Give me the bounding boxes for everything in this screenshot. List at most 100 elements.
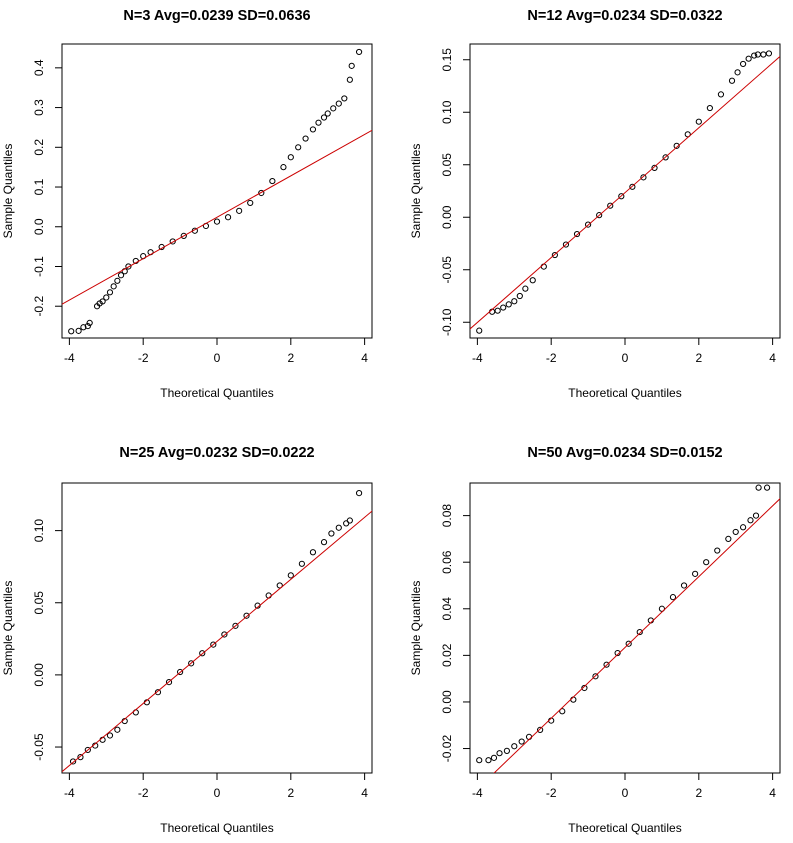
points-group bbox=[69, 489, 363, 765]
qq-point bbox=[103, 294, 110, 301]
x-tick-label: 0 bbox=[214, 786, 221, 800]
qq-point bbox=[165, 679, 173, 686]
x-tick-label: 0 bbox=[214, 351, 221, 365]
qq-point bbox=[298, 560, 305, 567]
qq-point bbox=[763, 484, 771, 491]
qq-point bbox=[573, 230, 581, 238]
y-tick-label: 0.00 bbox=[440, 690, 454, 714]
qq-point bbox=[636, 628, 643, 636]
plot-frame bbox=[469, 43, 781, 339]
qq-point bbox=[734, 69, 741, 76]
qq-point bbox=[695, 118, 702, 125]
qq-point bbox=[476, 327, 483, 334]
y-tick-label: 0.02 bbox=[440, 643, 454, 667]
x-tick-label: 2 bbox=[695, 786, 702, 800]
panel-title: N=3 Avg=0.0239 SD=0.0636 bbox=[123, 8, 310, 24]
x-axis-label: Theoretical Quantiles bbox=[160, 386, 273, 400]
qq-point bbox=[490, 754, 498, 761]
qq-point bbox=[315, 119, 322, 126]
y-tick-label: 0.00 bbox=[440, 205, 454, 229]
qq-point bbox=[320, 539, 328, 546]
qq-point bbox=[154, 689, 162, 696]
x-axis-label: Theoretical Quantiles bbox=[160, 821, 273, 835]
qq-point bbox=[110, 283, 117, 290]
qq-point bbox=[210, 641, 217, 648]
qq-point bbox=[747, 517, 754, 524]
panel-title: N=12 Avg=0.0234 SD=0.0322 bbox=[527, 8, 722, 24]
qq-point bbox=[629, 183, 636, 190]
qq-point bbox=[596, 212, 603, 219]
qq-point bbox=[739, 524, 747, 531]
qq-point bbox=[673, 142, 680, 149]
qq-point bbox=[86, 319, 93, 327]
qq-point bbox=[500, 304, 507, 311]
qq-point bbox=[717, 91, 725, 98]
x-tick-label: 4 bbox=[769, 351, 776, 365]
qq-point bbox=[199, 650, 206, 657]
qq-point bbox=[302, 135, 309, 142]
panel-title: N=25 Avg=0.0232 SD=0.0222 bbox=[119, 445, 314, 461]
x-axis-label: Theoretical Quantiles bbox=[568, 821, 681, 835]
qq-point bbox=[69, 758, 77, 765]
qq-point bbox=[680, 582, 688, 589]
x-tick-label: 2 bbox=[287, 351, 294, 365]
y-tick-label: -0.1 bbox=[32, 256, 46, 277]
qq-point bbox=[75, 327, 82, 334]
qq-point bbox=[503, 747, 511, 754]
qq-point bbox=[706, 104, 713, 112]
panel-title: N=50 Avg=0.0234 SD=0.0152 bbox=[527, 445, 722, 461]
qq-reference-line bbox=[493, 498, 780, 773]
qq-point bbox=[320, 114, 328, 121]
qq-point bbox=[346, 517, 353, 524]
y-tick-label: -0.05 bbox=[32, 733, 46, 761]
plot-frame bbox=[61, 482, 373, 774]
qq-point bbox=[525, 733, 533, 740]
qq-point bbox=[114, 726, 121, 733]
y-tick-label: 0.05 bbox=[440, 153, 454, 177]
qq-point bbox=[752, 512, 760, 519]
qq-point bbox=[348, 62, 355, 69]
qq-point bbox=[232, 622, 239, 629]
qq-point bbox=[309, 126, 317, 133]
qq-point bbox=[176, 668, 184, 676]
qq-point bbox=[725, 535, 732, 543]
y-tick-label: 0.4 bbox=[32, 59, 46, 76]
qq-point bbox=[511, 298, 518, 305]
qq-panel-1: N=3 Avg=0.0239 SD=0.0636 -4 -2 0 2 4 -0.2 -0.1 0… bbox=[1, 8, 373, 400]
x-tick-label: 0 bbox=[622, 351, 629, 365]
points-group bbox=[476, 484, 771, 764]
qq-point bbox=[84, 746, 91, 754]
qq-point bbox=[330, 105, 337, 112]
qq-point bbox=[328, 530, 335, 537]
qq-point bbox=[765, 50, 773, 57]
y-tick-label: -0.02 bbox=[440, 735, 454, 763]
qq-point bbox=[114, 277, 121, 284]
y-tick-label: 0.2 bbox=[32, 139, 46, 156]
qq-point bbox=[224, 214, 232, 221]
y-axis-label: Sample Quantiles bbox=[1, 581, 15, 676]
qq-reference-line bbox=[62, 510, 372, 773]
qq-point bbox=[84, 322, 91, 330]
qq-point bbox=[280, 164, 287, 171]
qq-point bbox=[714, 547, 721, 554]
qq-point bbox=[537, 726, 544, 734]
x-tick-label: -4 bbox=[64, 351, 75, 365]
x-tick-label: -4 bbox=[472, 351, 483, 365]
qq-point bbox=[335, 524, 342, 531]
qq-point bbox=[309, 549, 317, 556]
qq-point bbox=[692, 570, 699, 577]
qq-point bbox=[106, 732, 114, 739]
qq-point bbox=[221, 631, 228, 638]
qq-point bbox=[287, 154, 294, 161]
qq-point bbox=[335, 100, 342, 107]
qq-point bbox=[125, 263, 132, 270]
y-tick-label: -0.05 bbox=[440, 256, 454, 284]
qq-point bbox=[236, 207, 243, 214]
qq-point bbox=[607, 202, 614, 209]
x-tick-label: 4 bbox=[361, 786, 368, 800]
qq-point bbox=[728, 77, 736, 84]
y-tick-label: 0.04 bbox=[440, 597, 454, 621]
qq-point bbox=[703, 559, 710, 566]
x-tick-label: 2 bbox=[695, 351, 702, 365]
